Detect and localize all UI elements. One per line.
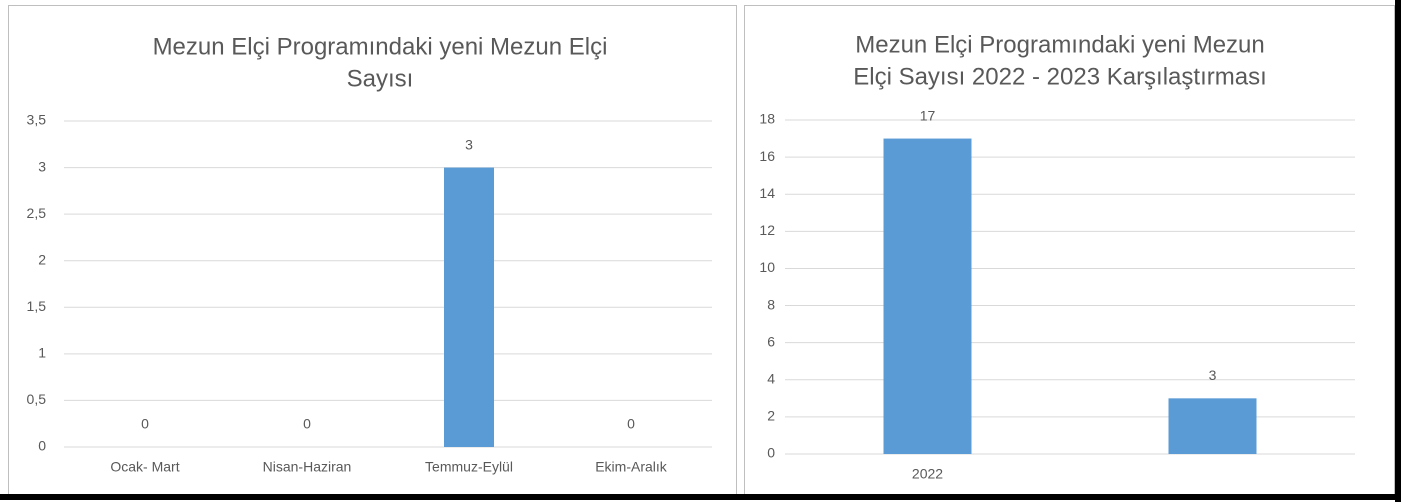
bar <box>1168 398 1257 454</box>
y-tick-label: 18 <box>759 111 775 127</box>
bottom-edge <box>0 494 1401 500</box>
data-label: 0 <box>303 416 311 432</box>
y-tick-label: 3,5 <box>27 112 47 128</box>
bar <box>444 167 494 448</box>
right-edge <box>1395 0 1401 502</box>
x-tick-label: Ocak- Mart <box>110 459 179 475</box>
data-label: 0 <box>627 416 635 432</box>
y-tick-label: 2 <box>767 408 775 424</box>
y-tick-label: 0 <box>38 438 46 454</box>
y-tick-label: 16 <box>759 148 775 164</box>
y-tick-label: 12 <box>759 222 775 238</box>
y-tick-label: 2,5 <box>27 205 47 221</box>
y-tick-label: 14 <box>759 185 775 201</box>
data-label: 0 <box>141 416 149 432</box>
x-tick-label: 2022 <box>912 466 943 482</box>
chart-title: Elçi Sayısı 2022 - 2023 Karşılaştırması <box>853 63 1267 90</box>
chart-title: Mezun Elçi Programındaki yeni Mezun Elçi <box>153 33 608 60</box>
data-label: 3 <box>465 136 473 152</box>
data-label: 3 <box>1209 367 1217 383</box>
x-tick-label: Temmuz-Eylül <box>425 459 513 475</box>
chart-title: Mezun Elçi Programındaki yeni Mezun <box>855 31 1265 58</box>
y-tick-label: 0,5 <box>27 391 47 407</box>
y-tick-label: 2 <box>38 251 46 267</box>
y-tick-label: 4 <box>767 370 775 386</box>
y-tick-label: 0 <box>767 445 775 461</box>
bar <box>883 138 972 455</box>
y-tick-label: 1 <box>38 345 46 361</box>
chart-title: Sayısı <box>347 65 414 92</box>
y-tick-label: 1,5 <box>27 298 47 314</box>
y-tick-label: 10 <box>759 259 775 275</box>
x-tick-label: Ekim-Aralık <box>595 459 668 475</box>
x-tick-label: Nisan-Haziran <box>263 459 352 475</box>
y-tick-label: 8 <box>767 296 775 312</box>
data-label: 17 <box>920 107 936 123</box>
y-tick-label: 6 <box>767 333 775 349</box>
y-tick-label: 3 <box>38 158 46 174</box>
